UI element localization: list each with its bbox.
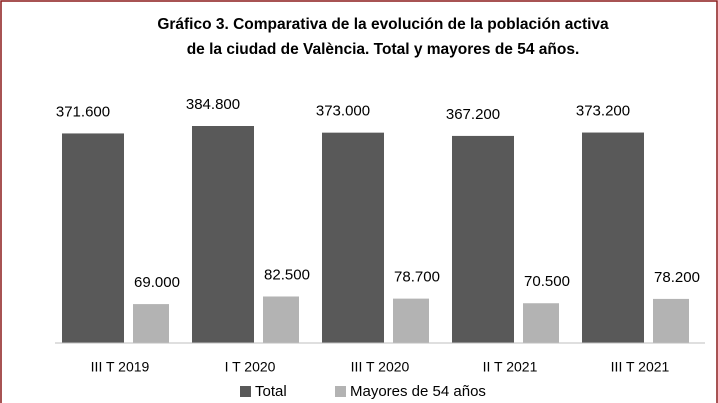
data-label: 82.500 <box>264 266 310 283</box>
data-label: 371.600 <box>56 103 110 120</box>
data-label: 373.200 <box>576 103 630 120</box>
data-label: 384.800 <box>186 96 240 113</box>
data-label: 78.200 <box>654 269 700 286</box>
legend-swatch <box>335 386 346 397</box>
x-tick-label: III T 2019 <box>91 359 150 375</box>
data-label: 70.500 <box>524 273 570 290</box>
x-tick-label: III T 2021 <box>611 359 670 375</box>
data-label: 373.000 <box>316 103 370 120</box>
x-tick-label: II T 2021 <box>483 359 538 375</box>
legend-label: Total <box>255 383 287 400</box>
chart-title: de la ciudad de València. Total y mayore… <box>187 41 580 58</box>
bar <box>582 132 644 343</box>
bar <box>263 296 299 343</box>
bar <box>393 298 429 343</box>
legend-label: Mayores de 54 años <box>350 383 486 400</box>
x-tick-label: I T 2020 <box>225 359 276 375</box>
bar <box>133 304 169 343</box>
data-label: 78.700 <box>394 269 440 286</box>
bar <box>523 303 559 343</box>
data-label: 367.200 <box>446 106 500 123</box>
bar <box>452 135 514 343</box>
chart-title: Gráfico 3. Comparativa de la evolución d… <box>157 16 609 33</box>
bar <box>192 126 254 343</box>
bar <box>62 133 124 343</box>
bar <box>322 132 384 343</box>
bar <box>653 298 689 343</box>
legend-swatch <box>240 386 251 397</box>
x-tick-label: III T 2020 <box>351 359 410 375</box>
data-label: 69.000 <box>134 274 180 291</box>
